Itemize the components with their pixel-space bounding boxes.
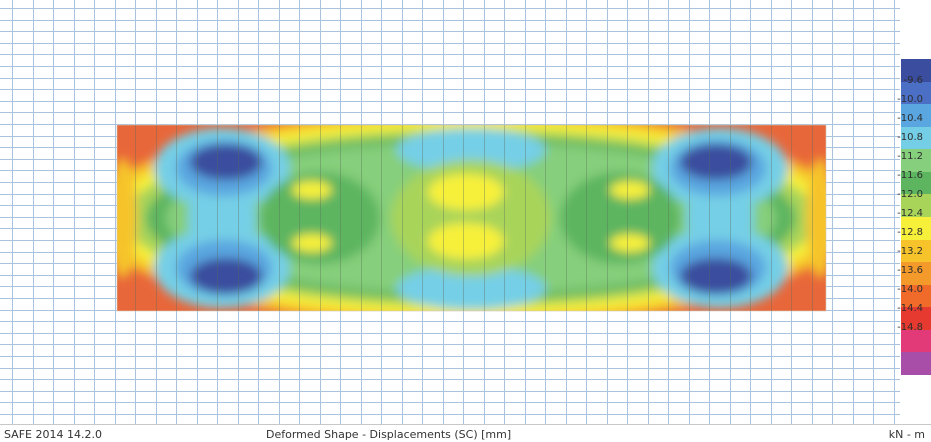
legend-label: -13.6 xyxy=(897,265,923,276)
legend-label: -11.6 xyxy=(897,170,923,181)
legend-label: -12.4 xyxy=(897,208,923,219)
legend-swatch xyxy=(901,217,931,241)
legend-label: -9.6 xyxy=(903,75,923,86)
legend-swatch xyxy=(901,262,931,286)
legend-label: -10.0 xyxy=(897,94,923,105)
strip-lines xyxy=(135,125,813,311)
legend-swatch xyxy=(901,149,931,173)
status-bar: SAFE 2014 14.2.0 Deformed Shape - Displa… xyxy=(0,424,931,442)
legend-swatch xyxy=(901,81,931,105)
legend-swatch xyxy=(901,239,931,263)
units-label: kN - m xyxy=(888,428,925,441)
legend-swatch xyxy=(901,171,931,195)
legend-label: -10.4 xyxy=(897,113,923,124)
legend-label: -14.4 xyxy=(897,303,923,314)
legend-swatch xyxy=(901,284,931,308)
display-title: Deformed Shape - Displacements (SC) [mm] xyxy=(266,428,512,441)
legend-swatch xyxy=(901,194,931,218)
color-legend: -9.6 -10.0 -10.4 -10.8 -11.2 -11.6 -12.0 -12.4 -… xyxy=(897,59,931,376)
legend-label: -12.0 xyxy=(897,189,923,200)
legend-label: -10.8 xyxy=(897,132,923,143)
legend-swatch xyxy=(901,352,931,376)
legend-swatch xyxy=(901,126,931,150)
legend-label: -14.8 xyxy=(897,322,923,333)
legend-label: -11.2 xyxy=(897,151,923,162)
legend-label: -14.0 xyxy=(897,284,923,295)
legend-color-bar xyxy=(901,59,931,376)
legend-label: -13.2 xyxy=(897,246,923,257)
legend-swatch xyxy=(901,104,931,128)
contour-canvas[interactable] xyxy=(0,0,931,424)
displacement-contour-slab xyxy=(117,125,826,311)
program-version: SAFE 2014 14.2.0 xyxy=(4,428,102,441)
legend-swatch xyxy=(901,307,931,331)
slab-outline xyxy=(116,124,827,312)
legend-swatch xyxy=(901,59,931,83)
legend-label: -12.8 xyxy=(897,227,923,238)
legend-swatch xyxy=(901,329,931,353)
